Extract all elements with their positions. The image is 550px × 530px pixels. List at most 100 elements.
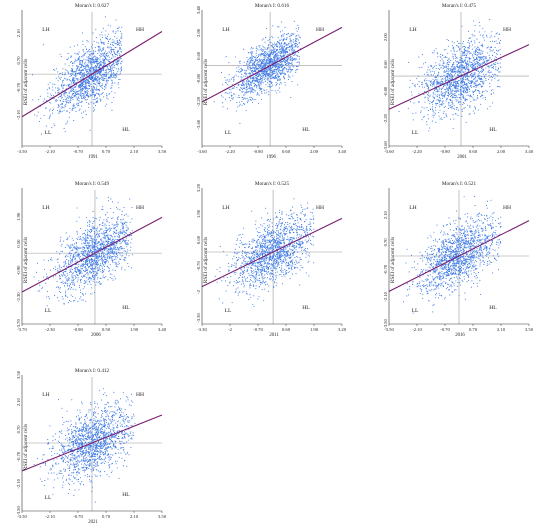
scatter-point [272, 46, 275, 49]
scatter-point [285, 33, 288, 35]
scatter-point [77, 105, 79, 107]
scatter-point [480, 58, 482, 61]
scatter-point [447, 92, 449, 94]
scatter-point [256, 66, 258, 68]
scatter-point [468, 45, 471, 47]
scatter-point [473, 78, 475, 80]
scatter-point [113, 63, 115, 65]
scatter-point [445, 113, 447, 115]
scatter-point [461, 69, 464, 71]
scatter-point [272, 48, 274, 50]
scatter-point [225, 79, 227, 81]
scatter-point [62, 79, 64, 81]
scatter-point [289, 50, 291, 52]
scatter-point [450, 96, 452, 98]
scatter-point [248, 79, 250, 81]
scatter-point [263, 77, 265, 79]
scatter-point [83, 95, 85, 97]
scatter-point [256, 64, 258, 66]
scatter-point [81, 82, 83, 84]
scatter-point [478, 57, 480, 59]
scatter-point [74, 58, 76, 60]
scatter-point [118, 69, 120, 71]
scatter-point [243, 72, 246, 74]
scatter-point [427, 99, 429, 102]
scatter-point [479, 92, 481, 95]
scatter-point [268, 38, 270, 40]
scatter-point [113, 50, 115, 53]
scatter-point [264, 48, 266, 50]
scatter-point [452, 71, 454, 73]
scatter-point [480, 52, 482, 54]
scatter-point [101, 228, 103, 230]
scatter-point [79, 68, 81, 70]
scatter-point [498, 33, 500, 35]
scatter-point [276, 62, 278, 64]
scatter-point [92, 47, 94, 49]
scatter-point [454, 57, 457, 59]
scatter-point [65, 232, 67, 234]
scatter-point [95, 89, 97, 91]
scatter-point [251, 89, 253, 91]
scatter-point [88, 77, 90, 79]
scatter-point [254, 66, 256, 68]
scatter-point [280, 21, 283, 23]
scatter-point [475, 99, 477, 101]
scatter-point [81, 61, 83, 63]
scatter-point [280, 43, 282, 45]
scatter-point [65, 281, 67, 283]
scatter-point [108, 93, 110, 95]
scatter-point [94, 94, 96, 96]
scatter-point [58, 104, 60, 107]
scatter-point [116, 40, 118, 42]
scatter-point [295, 45, 297, 47]
scatter-point [80, 69, 83, 71]
scatter-point [114, 77, 116, 79]
scatter-point [77, 73, 79, 75]
scatter-point [105, 72, 107, 74]
scatter-point [78, 90, 80, 92]
scatter-point [74, 71, 76, 73]
scatter-point [100, 99, 102, 101]
scatter-point [280, 69, 282, 72]
scatter-point [62, 100, 64, 102]
scatter-point [90, 68, 92, 70]
scatter-point [460, 70, 462, 72]
scatter-point [436, 84, 438, 86]
scatter-point [256, 57, 258, 59]
scatter-point [73, 62, 75, 64]
scatter-point [44, 98, 46, 100]
scatter-point [472, 94, 475, 96]
scatter-point [284, 82, 286, 84]
scatter-point [112, 76, 115, 78]
scatter-point [267, 78, 269, 80]
scatter-point [263, 38, 265, 40]
scatter-point [105, 83, 107, 85]
scatter-point [463, 107, 465, 110]
scatter-point [105, 254, 107, 256]
scatter-point [220, 71, 222, 73]
scatter-point [444, 89, 446, 91]
scatter-point [31, 74, 34, 76]
scatter-point [438, 90, 440, 92]
scatter-point [457, 109, 460, 111]
scatter-point [477, 52, 479, 54]
scatter-point [441, 104, 443, 106]
scatter-point [243, 103, 245, 105]
scatter-point [286, 70, 288, 72]
scatter-point [271, 49, 273, 51]
scatter-point [112, 39, 114, 41]
scatter-point [466, 74, 468, 76]
scatter-point [87, 79, 89, 81]
scatter-point [480, 96, 482, 98]
scatter-point [117, 50, 119, 52]
scatter-point [83, 73, 85, 75]
scatter-point [51, 259, 53, 261]
scatter-point [96, 101, 98, 103]
scatter-point [266, 51, 268, 53]
scatter-point [72, 300, 74, 302]
scatter-point [444, 105, 446, 107]
scatter-point [66, 258, 68, 261]
scatter-point [433, 50, 435, 52]
scatter-point [438, 96, 440, 98]
